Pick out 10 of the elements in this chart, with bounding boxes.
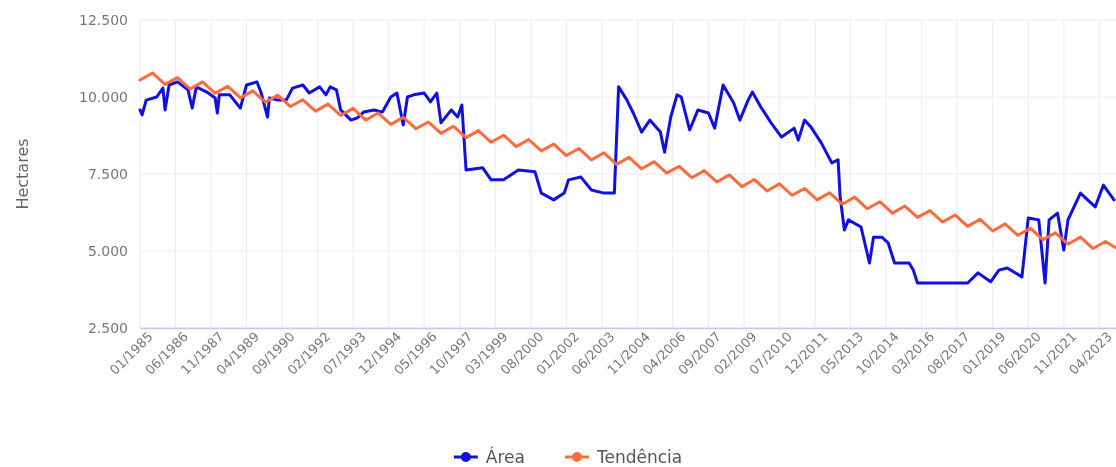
y-axis-title: Hectares: [13, 138, 32, 210]
y-tick-label: 2.500: [87, 319, 128, 336]
legend-label: Tendência: [595, 447, 683, 467]
line-series: [138, 71, 1116, 251]
y-tick-label: 12.500: [79, 11, 128, 28]
y-tick-label: 7.500: [87, 165, 128, 182]
line-series: [138, 80, 1116, 285]
legend-label: Área: [485, 446, 525, 467]
y-tick-label: 5.000: [87, 242, 128, 259]
y-tick-label: 10.000: [79, 88, 128, 105]
